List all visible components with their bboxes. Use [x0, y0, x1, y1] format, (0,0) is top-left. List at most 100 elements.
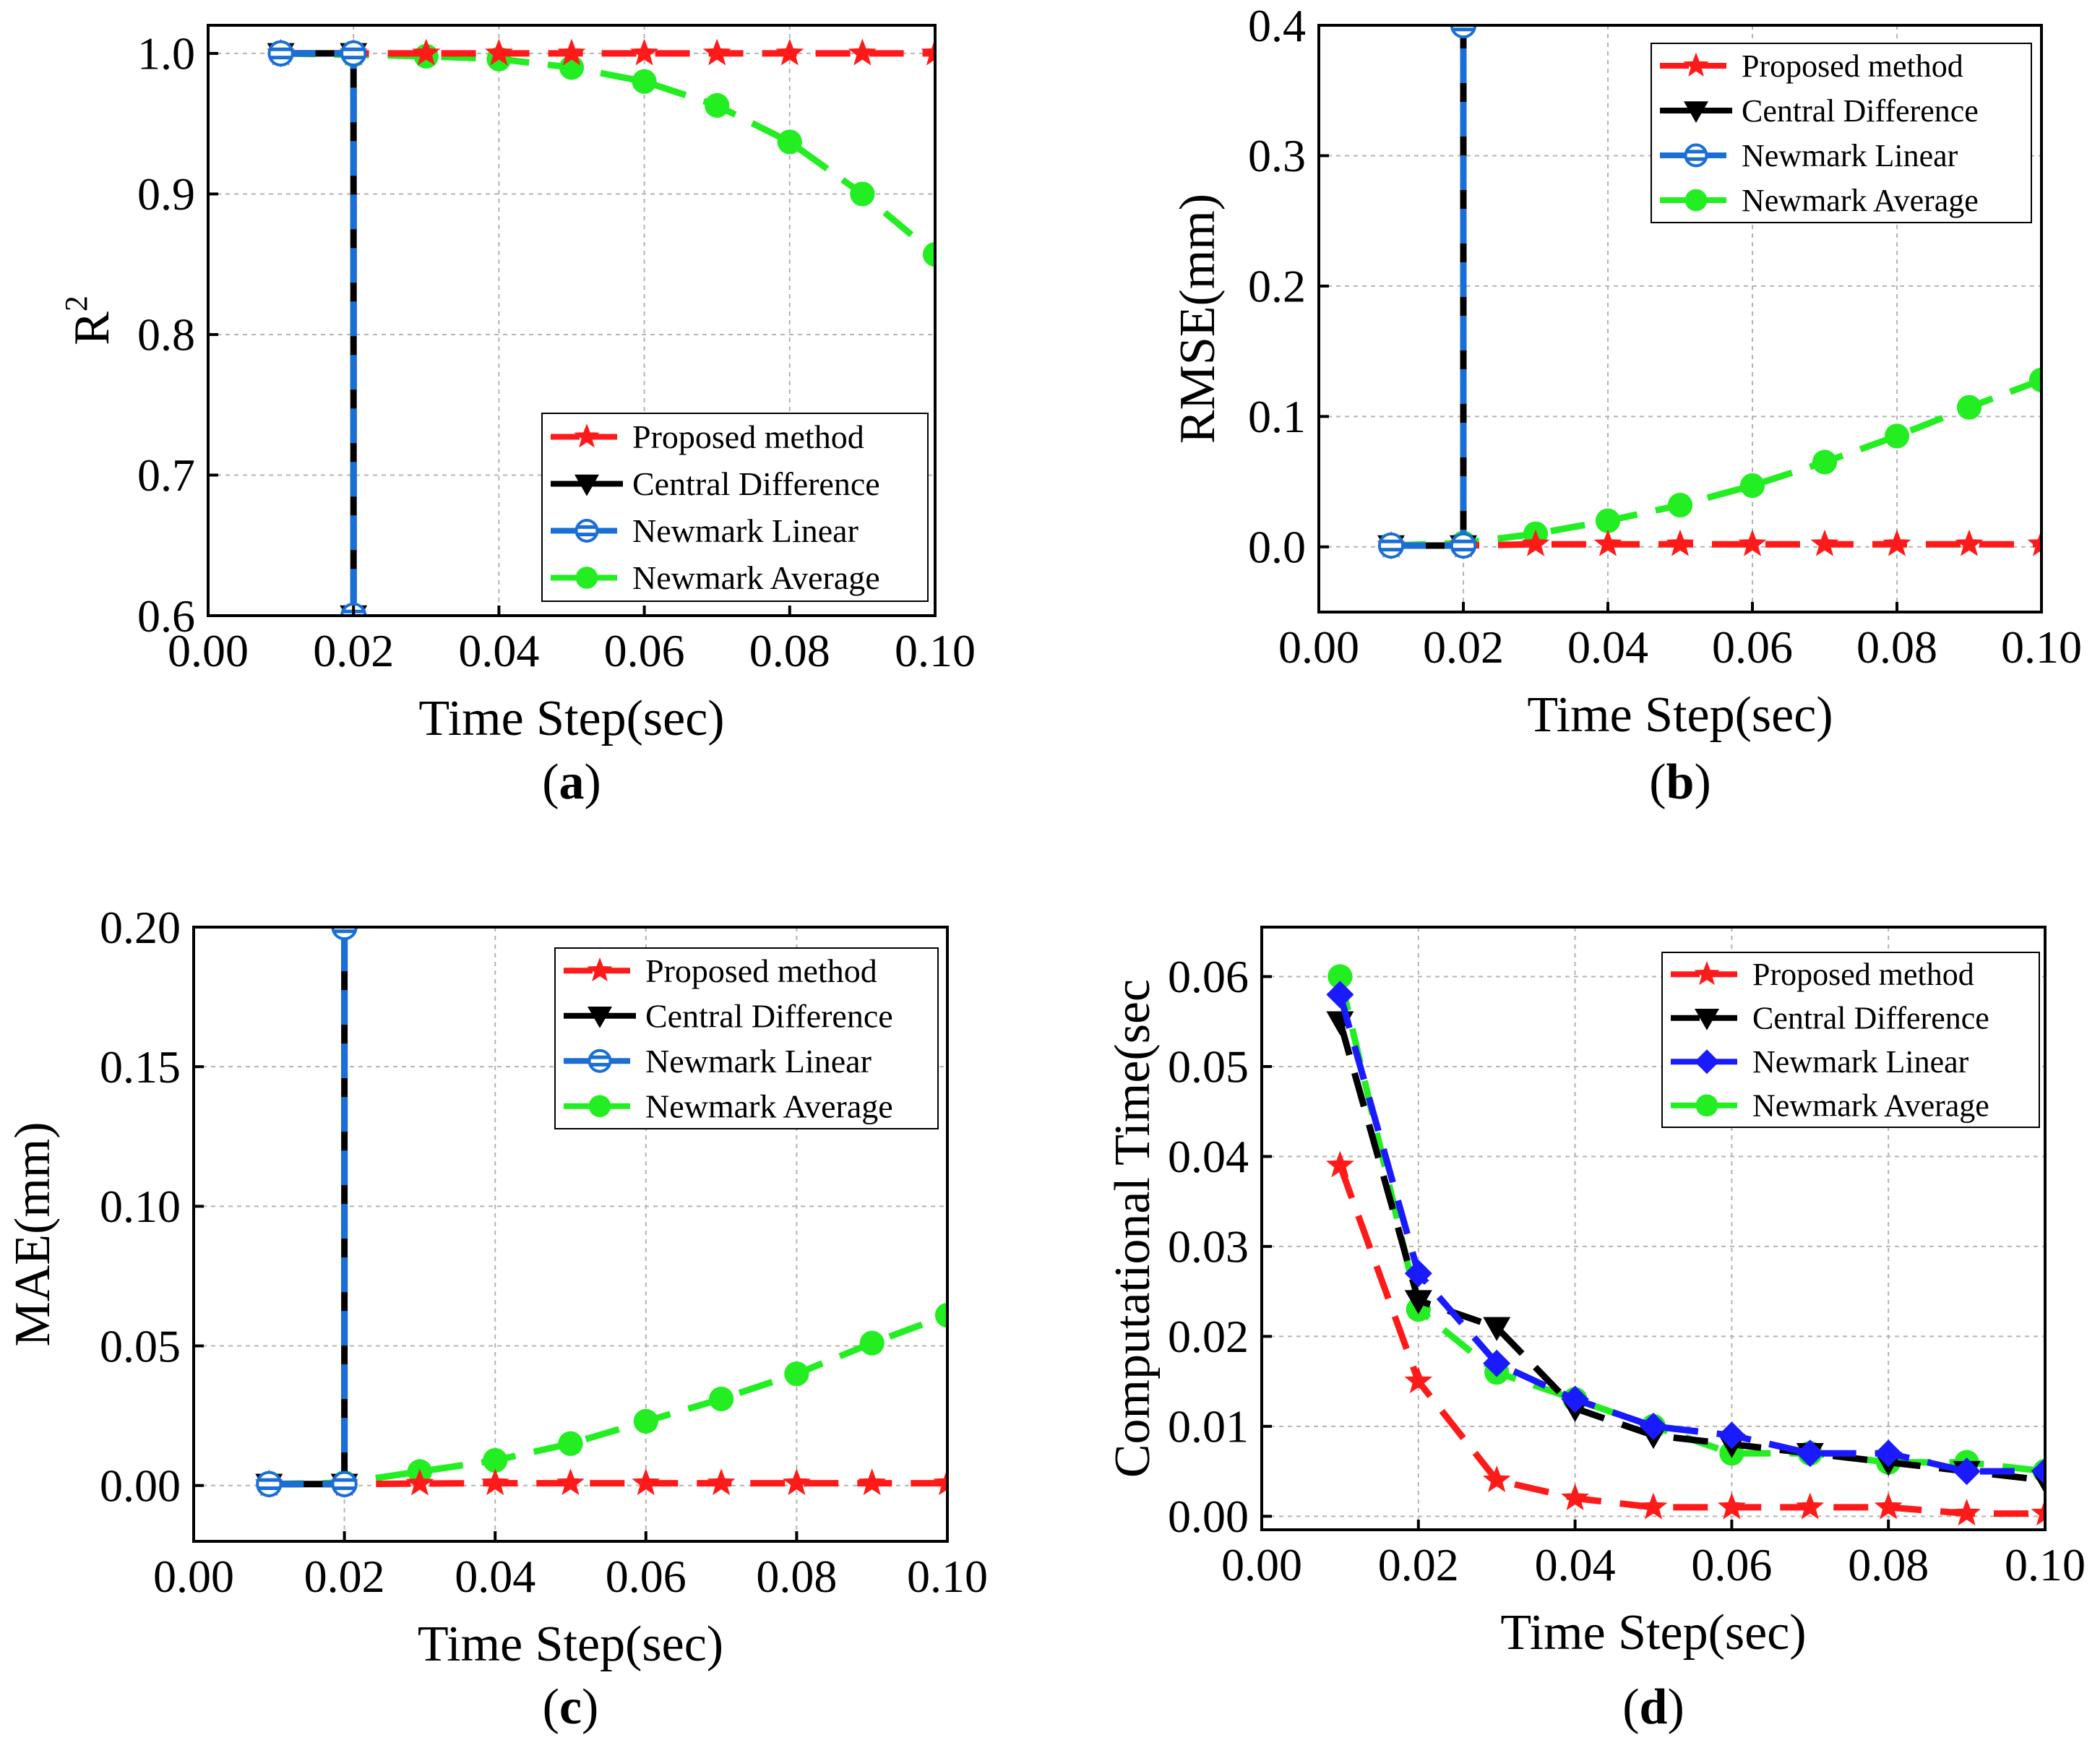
data-point: [775, 38, 804, 66]
data-point: [922, 241, 935, 267]
data-point: [256, 1471, 283, 1497]
data-point: [1639, 1492, 1668, 1520]
data-point: [1812, 449, 1838, 475]
panel-d: 0.00 0.02 0.04 0.06 0.08 0.10 0.00 0.01 0.02 0.03…: [1105, 926, 2086, 1735]
legend-item: Newmark Linear: [1671, 1044, 1969, 1080]
series-newmark-linear: [267, 40, 367, 616]
legend: Proposed method Central Difference Newmark…: [1661, 952, 2040, 1128]
data-point: [633, 1408, 658, 1434]
legend-item: Newmark Average: [1660, 183, 1979, 218]
legend-item: Newmark Average: [551, 559, 880, 596]
x-tick-label: 0.10: [2005, 1539, 2086, 1590]
panel-a: 0.00 0.02 0.04 0.06 0.08 0.10 0.6 0.7 0.8 0.9 1.0 T…: [59, 24, 976, 810]
legend-box: [1651, 43, 2032, 223]
legend-item: Central Difference: [564, 997, 893, 1034]
legend-marker: [574, 423, 600, 448]
legend-marker: [575, 567, 598, 589]
series-line: [269, 1312, 947, 1488]
x-tick-label: 0.00: [168, 625, 249, 676]
legend-marker: [588, 1095, 611, 1118]
legend-item: Newmark Linear: [1660, 138, 1958, 173]
plot-frame: [207, 24, 937, 617]
data-point: [331, 1471, 358, 1497]
panel-label: (c): [543, 1679, 599, 1735]
y-tick-label: 0.9: [137, 168, 195, 220]
data-point: [705, 92, 730, 118]
legend: Proposed method Central Difference Newmark…: [1651, 43, 2032, 223]
data-point: [709, 1386, 734, 1412]
legend-marker: [588, 1049, 612, 1073]
legend-item: Central Difference: [1660, 93, 1979, 129]
x-tick-label: 0.06: [606, 1551, 687, 1602]
plot-frame: [1317, 24, 2043, 613]
legend-label: Newmark Average: [1752, 1088, 1989, 1124]
y-tick-label: 0.06: [1168, 951, 1249, 1002]
data-point: [1326, 981, 1354, 1009]
data-point: [405, 1468, 434, 1496]
data-point: [1521, 529, 1550, 556]
legend-label: Proposed method: [1742, 48, 1963, 84]
data-point: [630, 38, 659, 66]
plot-frame: [1260, 926, 2047, 1531]
series-group: [254, 927, 947, 1498]
panel-label: (a): [542, 754, 601, 810]
data-point: [1718, 1421, 1746, 1450]
data-point: [1953, 1499, 1981, 1526]
y-axis-label: R2: [59, 296, 120, 345]
y-axis-label: MAE(mm): [5, 1121, 61, 1346]
legend-label: Proposed method: [1752, 957, 1974, 992]
x-tick-label: 0.00: [1221, 1539, 1302, 1590]
series-newmark-linear: [1377, 25, 1477, 559]
panel-c: 0.00 0.02 0.04 0.06 0.08 0.10 0.00 0.05 0.10 0.15…: [5, 902, 988, 1735]
data-point: [1955, 529, 1984, 556]
x-tick-label: 0.00: [153, 1551, 234, 1602]
data-point: [1882, 529, 1911, 556]
data-point: [412, 38, 441, 66]
data-point: [481, 1468, 509, 1496]
data-point: [1593, 529, 1622, 556]
y-tick-label: 0.03: [1168, 1221, 1249, 1273]
data-point: [1561, 1483, 1590, 1510]
x-tick-label: 0.02: [1423, 621, 1504, 673]
legend-marker: [1694, 960, 1720, 986]
x-tick-label: 0.04: [458, 625, 539, 676]
y-tick-label: 0.00: [100, 1460, 181, 1511]
data-point: [1717, 1492, 1746, 1520]
legend-marker: [1684, 143, 1708, 168]
y-tick-label: 0.3: [1248, 130, 1306, 181]
data-point: [777, 129, 802, 155]
data-point: [556, 1468, 585, 1496]
legend-marker: [1695, 1049, 1719, 1075]
legend-label: Newmark Average: [1742, 183, 1979, 218]
data-point: [1667, 492, 1693, 518]
plot-frame: [192, 926, 949, 1543]
data-point: [484, 38, 513, 66]
legend-item: Newmark Linear: [551, 512, 858, 549]
series-group: [1325, 964, 2045, 1526]
data-point: [784, 1361, 809, 1387]
legend-item: Newmark Average: [1671, 1088, 1989, 1124]
y-tick-label: 0.20: [100, 902, 181, 953]
data-point: [1810, 529, 1839, 556]
legend-label: Newmark Linear: [1742, 138, 1958, 173]
y-axis-label: Computational Time(sec: [1105, 979, 1161, 1478]
data-point: [707, 1468, 736, 1496]
y-tick-label: 0.6: [137, 590, 195, 642]
data-point: [1738, 529, 1767, 556]
y-tick-label: 0.7: [137, 449, 195, 501]
x-tick-label: 0.02: [304, 1551, 385, 1602]
legend-label: Proposed method: [645, 952, 877, 989]
data-point: [1325, 1150, 1354, 1178]
x-axis-label: Time Step(sec): [1527, 687, 1833, 743]
data-point: [1377, 532, 1405, 559]
data-point: [1561, 1385, 1589, 1413]
panel-b: 0.00 0.02 0.04 0.06 0.08 0.10 0.0 0.1 0.2 0.3 0.4 T…: [1170, 0, 2082, 810]
data-point: [2028, 367, 2041, 392]
x-tick-label: 0.06: [1712, 621, 1793, 673]
legend-item: Proposed method: [551, 418, 864, 455]
y-tick-label: 0.10: [100, 1181, 181, 1232]
data-point: [557, 38, 586, 66]
x-tick-label: 0.10: [895, 625, 976, 676]
x-tick-label: 0.02: [1378, 1539, 1459, 1590]
